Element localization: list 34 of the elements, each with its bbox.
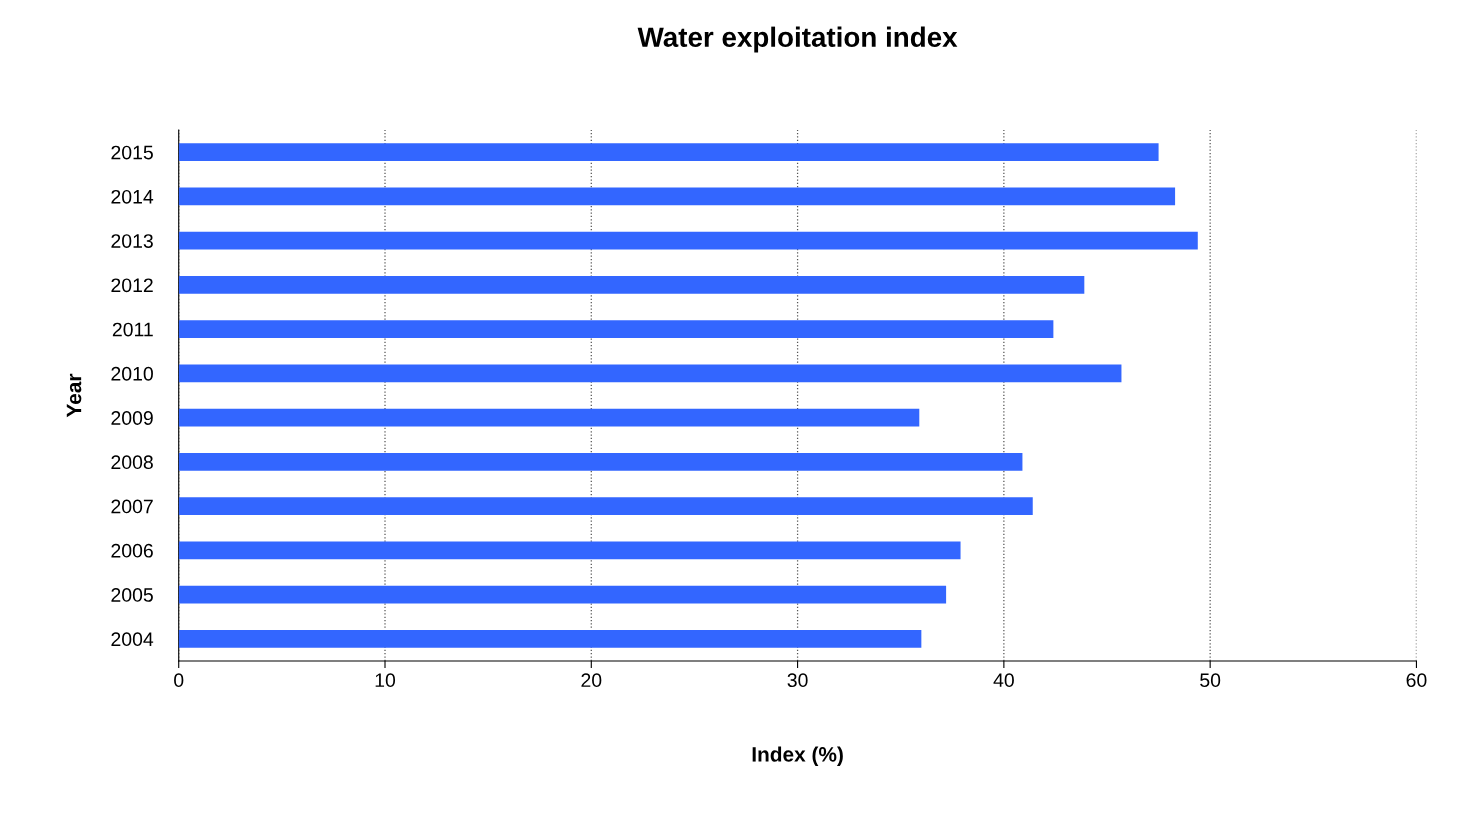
x-tick-label: 0 (174, 673, 184, 688)
y-axis-title: Year (66, 373, 82, 418)
y-tick-label: 2006 (111, 543, 153, 558)
bar (178, 231, 1198, 250)
y-tick-label: 2005 (111, 588, 153, 602)
y-tick-label: 2015 (111, 145, 153, 160)
bar (178, 187, 1176, 206)
bar (178, 408, 920, 427)
y-tick-label: 2011 (112, 322, 153, 337)
bar (178, 585, 947, 604)
y-tick-label: 2013 (111, 234, 153, 248)
x-tick-label: 40 (993, 673, 1014, 688)
bar (178, 276, 1085, 294)
chart-title: Water exploitation index (637, 26, 958, 53)
bar (178, 364, 1122, 383)
bar (178, 497, 1033, 515)
y-tick-label: 2004 (111, 632, 154, 647)
bar (178, 630, 922, 648)
y-tick-label: 2014 (111, 189, 154, 204)
x-tick-label: 30 (787, 673, 808, 688)
x-tick-label: 60 (1406, 673, 1427, 688)
bar (178, 541, 961, 560)
x-tick-label: 20 (581, 673, 602, 688)
y-tick-label: 2007 (111, 499, 153, 514)
y-tick-label: 2008 (111, 455, 153, 470)
bar (178, 453, 1023, 471)
x-tick-label: 10 (375, 673, 396, 688)
bar (178, 143, 1159, 162)
x-tick-label: 50 (1200, 673, 1221, 688)
y-tick-label: 2010 (111, 366, 153, 381)
y-tick-label: 2012 (111, 278, 153, 293)
x-axis-title: Index (%) (752, 746, 843, 766)
bar (178, 320, 1054, 339)
y-tick-label: 2009 (111, 411, 153, 425)
